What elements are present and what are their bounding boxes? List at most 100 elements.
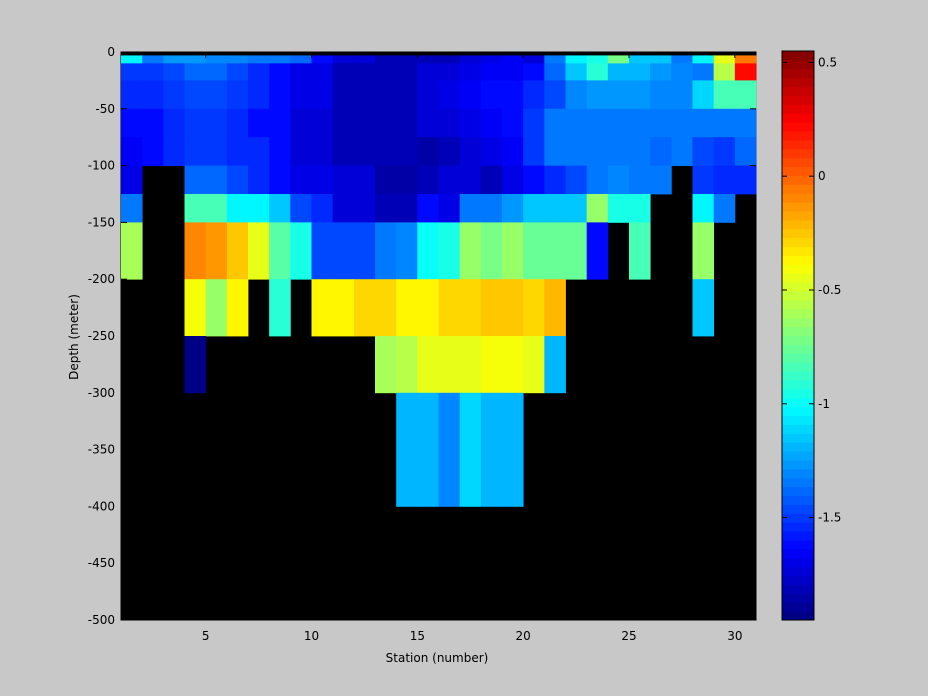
x-tick-label: 25 xyxy=(621,629,636,643)
heatmap-cell xyxy=(396,55,418,64)
heatmap-cell xyxy=(121,80,143,110)
colorbar-segment xyxy=(782,317,814,328)
heatmap-cell xyxy=(502,63,524,81)
colorbar-segment xyxy=(782,211,814,221)
heatmap-cell xyxy=(311,279,334,337)
heatmap-cell xyxy=(332,80,355,110)
heatmap-cell xyxy=(311,108,334,138)
heatmap-cell xyxy=(375,55,397,64)
heatmap-cell xyxy=(353,55,376,64)
heatmap-cell xyxy=(586,63,609,81)
heatmap-cell xyxy=(544,336,566,394)
heatmap-cell xyxy=(226,108,249,138)
colorbar-segment xyxy=(782,219,814,230)
heatmap-cell xyxy=(734,137,757,166)
colorbar-segment xyxy=(782,584,814,594)
heatmap-cell xyxy=(650,63,672,81)
heatmap-cell xyxy=(184,137,207,166)
heatmap-cell xyxy=(226,80,249,110)
heatmap-cell xyxy=(205,194,228,223)
heatmap-cell xyxy=(692,137,715,166)
colorbar-segment xyxy=(782,228,814,239)
y-tick-label: -150 xyxy=(88,215,115,229)
heatmap-cell xyxy=(269,63,291,81)
heatmap-cell xyxy=(248,63,270,81)
heatmap-cell xyxy=(163,137,185,166)
heatmap-cell xyxy=(544,108,566,138)
heatmap-cell xyxy=(184,194,207,223)
heatmap-cell xyxy=(480,165,503,195)
heatmap-cell xyxy=(523,194,545,223)
colorbar-segment xyxy=(782,424,814,434)
heatmap-cell xyxy=(353,222,376,280)
heatmap-cell xyxy=(226,63,249,81)
heatmap-cell xyxy=(671,55,693,64)
heatmap-cell xyxy=(438,336,461,394)
heatmap-cell xyxy=(205,137,228,166)
colorbar-segment xyxy=(782,593,814,603)
heatmap-cell xyxy=(417,336,439,394)
heatmap-cell xyxy=(205,222,228,280)
colorbar-segment xyxy=(782,175,814,185)
heatmap-cell xyxy=(248,137,270,166)
heatmap-cell xyxy=(417,137,439,166)
heatmap-cell xyxy=(438,279,461,337)
heatmap-cell xyxy=(734,80,757,110)
colorbar-segment xyxy=(782,264,814,274)
heatmap-cell xyxy=(184,63,207,81)
heatmap-cell xyxy=(480,279,503,337)
heatmap-cell xyxy=(396,222,418,280)
heatmap-cell xyxy=(311,80,334,110)
heatmap-cell xyxy=(290,222,312,280)
heatmap-cell xyxy=(311,55,334,64)
heatmap-cell xyxy=(311,194,334,223)
colorbar-segment xyxy=(782,539,814,550)
heatmap-cell xyxy=(502,336,524,394)
heatmap-cell xyxy=(396,194,418,223)
heatmap-cell xyxy=(269,222,291,280)
heatmap-cell xyxy=(396,80,418,110)
heatmap-cell xyxy=(565,194,588,223)
heatmap-cell xyxy=(375,222,397,280)
colorbar-segment xyxy=(782,246,814,256)
heatmap-cell xyxy=(375,80,397,110)
heatmap-cell xyxy=(142,108,164,138)
heatmap-cell xyxy=(459,55,482,64)
heatmap-cell xyxy=(353,194,376,223)
heatmap-cell xyxy=(332,194,355,223)
heatmap-cell xyxy=(184,80,207,110)
heatmap-cell xyxy=(121,55,143,64)
colorbar-segment xyxy=(782,522,814,532)
heatmap-cell xyxy=(459,194,482,223)
heatmap-cell xyxy=(629,63,651,81)
colorbar-segment xyxy=(782,291,814,301)
colorbar-segment xyxy=(782,353,814,363)
heatmap-cell xyxy=(205,279,228,337)
heatmap-cell xyxy=(692,279,715,337)
heatmap-cell xyxy=(205,108,228,138)
heatmap-cell xyxy=(417,63,439,81)
heatmap-cell xyxy=(565,55,588,64)
heatmap-cell xyxy=(396,63,418,81)
colorbar-segment xyxy=(782,566,814,577)
y-axis: 0 -50 -100 -150 -200 -250 -300 -350 -400 -450 -500 xyxy=(88,45,756,627)
colorbar-segment xyxy=(782,459,814,470)
heatmap-cell xyxy=(692,165,715,195)
heatmap-cell xyxy=(671,63,693,81)
heatmap-cell xyxy=(586,222,609,280)
heatmap-cell xyxy=(396,336,418,394)
heatmap-cell xyxy=(417,222,439,280)
heatmap-cell xyxy=(353,108,376,138)
heatmap-cell xyxy=(226,165,249,195)
heatmap-cell xyxy=(205,55,228,64)
heatmap-cell xyxy=(586,194,609,223)
heatmap-cell xyxy=(544,194,566,223)
heatmap-cell xyxy=(248,55,270,64)
heatmap-cell xyxy=(502,392,524,507)
heatmap-cells xyxy=(121,55,757,507)
heatmap-cell xyxy=(375,108,397,138)
heatmap-cell xyxy=(523,108,545,138)
heatmap-cell xyxy=(290,165,312,195)
heatmap-cell xyxy=(142,55,164,64)
heatmap-cell xyxy=(544,137,566,166)
